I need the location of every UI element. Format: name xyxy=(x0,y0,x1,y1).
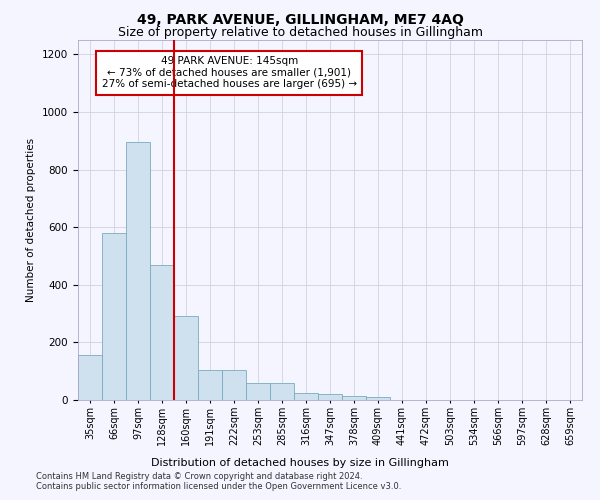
Text: Contains public sector information licensed under the Open Government Licence v3: Contains public sector information licen… xyxy=(36,482,401,491)
Bar xyxy=(318,394,342,400)
Bar xyxy=(174,316,198,400)
Bar xyxy=(126,142,150,400)
Y-axis label: Number of detached properties: Number of detached properties xyxy=(26,138,37,302)
Bar xyxy=(78,356,102,400)
Bar xyxy=(366,397,390,400)
Bar xyxy=(150,264,174,400)
Text: Size of property relative to detached houses in Gillingham: Size of property relative to detached ho… xyxy=(118,26,482,39)
Bar xyxy=(198,370,222,400)
Text: 49 PARK AVENUE: 145sqm
← 73% of detached houses are smaller (1,901)
27% of semi-: 49 PARK AVENUE: 145sqm ← 73% of detached… xyxy=(101,56,357,90)
Bar xyxy=(246,382,270,400)
Bar xyxy=(294,393,318,400)
Bar xyxy=(222,370,246,400)
Text: Distribution of detached houses by size in Gillingham: Distribution of detached houses by size … xyxy=(151,458,449,468)
Text: Contains HM Land Registry data © Crown copyright and database right 2024.: Contains HM Land Registry data © Crown c… xyxy=(36,472,362,481)
Bar xyxy=(102,233,126,400)
Bar xyxy=(270,382,294,400)
Text: 49, PARK AVENUE, GILLINGHAM, ME7 4AQ: 49, PARK AVENUE, GILLINGHAM, ME7 4AQ xyxy=(137,12,463,26)
Bar xyxy=(342,396,366,400)
